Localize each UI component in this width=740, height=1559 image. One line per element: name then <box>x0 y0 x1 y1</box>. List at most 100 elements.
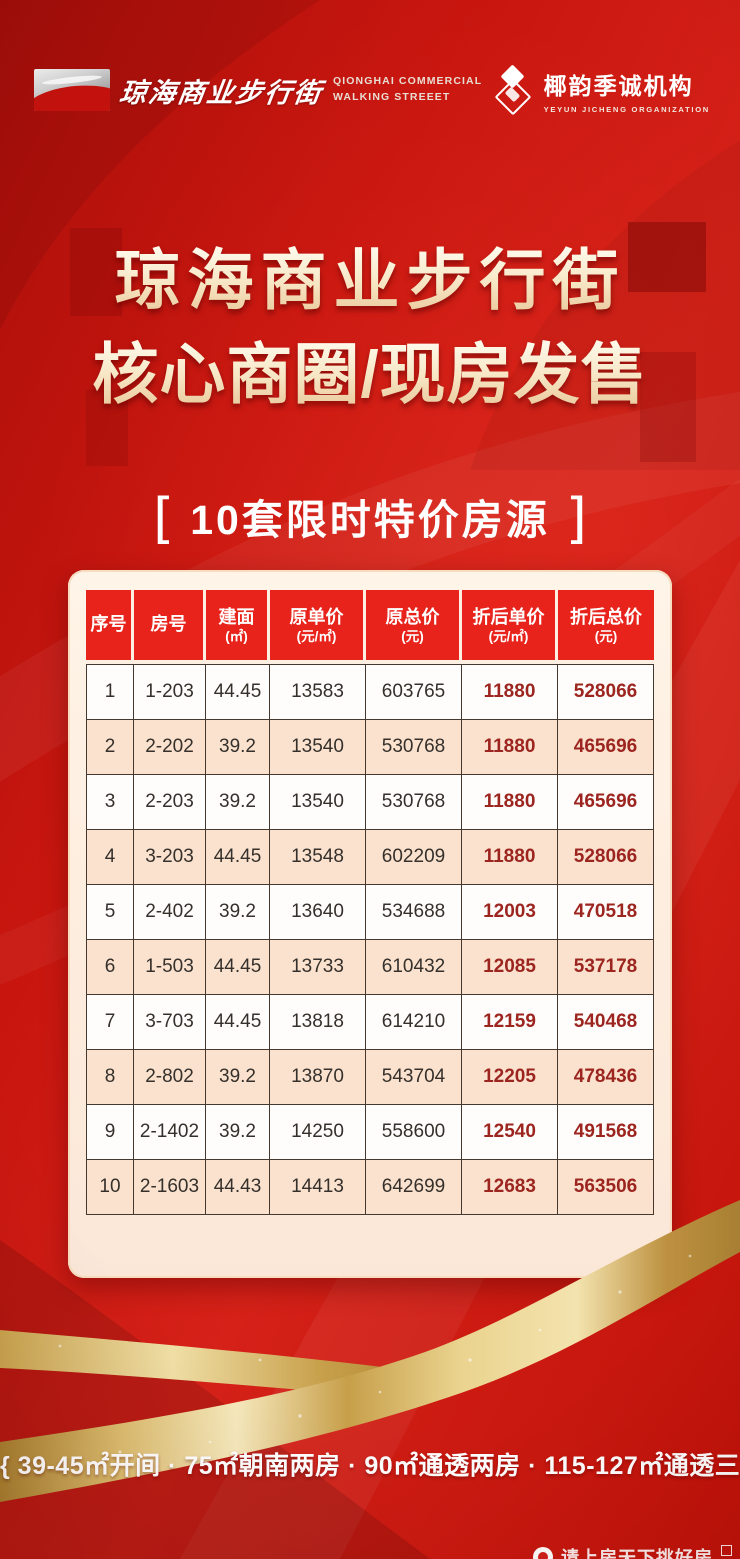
price-table-header: 序号 房号 建面 (㎡) 原单价 (元/㎡) 原总价 (元) 折后单价 (元/㎡) 折后… <box>86 590 654 664</box>
table-cell: 491568 <box>558 1105 654 1160</box>
table-cell: 13540 <box>270 775 366 830</box>
table-cell: 39.2 <box>206 720 270 775</box>
table-cell: 44.45 <box>206 830 270 885</box>
table-row: 7 3-703 44.45 13818 614210 12159 540468 <box>86 995 654 1050</box>
brand-left-name-en: QIONGHAI COMMERCIAL WALKING STREEET <box>333 75 483 103</box>
table-cell: 39.2 <box>206 1105 270 1160</box>
table-cell: 528066 <box>558 664 654 720</box>
table-cell: 4 <box>86 830 134 885</box>
table-cell: 2 <box>86 720 134 775</box>
price-card: 序号 房号 建面 (㎡) 原单价 (元/㎡) 原总价 (元) 折后单价 (元/㎡) 折后… <box>68 570 672 1278</box>
watermark-badge-icon <box>721 1544 732 1556</box>
table-cell: 3 <box>86 775 134 830</box>
brand-right-logo: 椰韵季诚机构 YEYUN JICHENG ORGANIZATION <box>493 64 710 116</box>
column-header: 原总价 (元) <box>366 590 462 664</box>
table-row: 8 2-802 39.2 13870 543704 12205 478436 <box>86 1050 654 1105</box>
table-cell: 528066 <box>558 830 654 885</box>
table-cell: 465696 <box>558 775 654 830</box>
table-cell: 530768 <box>366 775 462 830</box>
table-cell: 39.2 <box>206 1050 270 1105</box>
table-cell: 563506 <box>558 1160 654 1215</box>
table-cell: 7 <box>86 995 134 1050</box>
right-bracket: ] <box>565 487 587 550</box>
table-cell: 13870 <box>270 1050 366 1105</box>
price-table: 序号 房号 建面 (㎡) 原单价 (元/㎡) 原总价 (元) 折后单价 (元/㎡) 折后… <box>86 590 654 1215</box>
table-cell: 12205 <box>462 1050 558 1105</box>
price-table-body: 1 1-203 44.45 13583 603765 11880 528066 … <box>86 664 654 1215</box>
table-cell: 1-503 <box>134 940 206 995</box>
hero-title: 琼海商业步行街 核心商圈/现房发售 <box>0 234 740 421</box>
table-cell: 44.45 <box>206 664 270 720</box>
background-letter-block <box>640 352 696 462</box>
walking-street-logo-icon <box>34 69 110 111</box>
table-cell: 2-1402 <box>134 1105 206 1160</box>
table-cell: 603765 <box>366 664 462 720</box>
table-cell: 11880 <box>462 720 558 775</box>
table-cell: 537178 <box>558 940 654 995</box>
hero-title-line2: 核心商圈/现房发售 <box>0 328 740 422</box>
diamond-logo-icon <box>493 64 535 116</box>
left-bracket: [ <box>153 487 175 550</box>
table-cell: 12003 <box>462 885 558 940</box>
brand-right-name-cn: 椰韵季诚机构 <box>543 72 694 99</box>
table-cell: 14250 <box>270 1105 366 1160</box>
watermark-text: 请上房天下挑好房 <box>561 1548 713 1559</box>
table-cell: 8 <box>86 1050 134 1105</box>
table-cell: 602209 <box>366 830 462 885</box>
table-cell: 2-402 <box>134 885 206 940</box>
brand-right-name-en: YEYUN JICHENG ORGANIZATION <box>543 104 710 114</box>
watermark: 请上房天下挑好房 <box>533 1544 732 1559</box>
background-letter-block <box>86 390 128 466</box>
table-cell: 478436 <box>558 1050 654 1105</box>
table-cell: 44.45 <box>206 940 270 995</box>
subtitle-text: 10套限时特价房源 <box>190 497 550 543</box>
background-letter-block <box>70 228 122 316</box>
unit-features-text: { 39-45㎡开间 · 75㎡朝南两房 · 90㎡通透两房 · 115-127… <box>0 1452 740 1480</box>
table-cell: 543704 <box>366 1050 462 1105</box>
limited-offer-subtitle: [10套限时特价房源] <box>0 484 740 550</box>
table-cell: 2-1603 <box>134 1160 206 1215</box>
table-cell: 5 <box>86 885 134 940</box>
table-cell: 530768 <box>366 720 462 775</box>
table-cell: 39.2 <box>206 885 270 940</box>
table-row: 2 2-202 39.2 13540 530768 11880 465696 <box>86 720 654 775</box>
table-cell: 9 <box>86 1105 134 1160</box>
brand-left-name-cn: 琼海商业步行街 <box>117 77 325 108</box>
table-cell: 10 <box>86 1160 134 1215</box>
table-row: 9 2-1402 39.2 14250 558600 12540 491568 <box>86 1105 654 1160</box>
brand-right-text: 椰韵季诚机构 YEYUN JICHENG ORGANIZATION <box>544 67 710 114</box>
table-cell: 6 <box>86 940 134 995</box>
table-row: 4 3-203 44.45 13548 602209 11880 528066 <box>86 830 654 885</box>
table-cell: 2-802 <box>134 1050 206 1105</box>
watermark-app-icon <box>533 1547 553 1559</box>
table-cell: 13818 <box>270 995 366 1050</box>
table-row: 6 1-503 44.45 13733 610432 12085 537178 <box>86 940 654 995</box>
table-cell: 3-703 <box>134 995 206 1050</box>
table-cell: 13640 <box>270 885 366 940</box>
table-row: 5 2-402 39.2 13640 534688 12003 470518 <box>86 885 654 940</box>
table-cell: 1-203 <box>134 664 206 720</box>
table-row: 3 2-203 39.2 13540 530768 11880 465696 <box>86 775 654 830</box>
table-cell: 12085 <box>462 940 558 995</box>
table-row: 10 2-1603 44.43 14413 642699 12683 56350… <box>86 1160 654 1215</box>
hero-title-line1: 琼海商业步行街 <box>0 234 740 328</box>
table-cell: 558600 <box>366 1105 462 1160</box>
column-header: 折后单价 (元/㎡) <box>462 590 558 664</box>
table-cell: 3-203 <box>134 830 206 885</box>
table-cell: 44.45 <box>206 995 270 1050</box>
table-cell: 12159 <box>462 995 558 1050</box>
table-cell: 13583 <box>270 664 366 720</box>
table-cell: 14413 <box>270 1160 366 1215</box>
table-cell: 2-202 <box>134 720 206 775</box>
table-cell: 534688 <box>366 885 462 940</box>
table-cell: 642699 <box>366 1160 462 1215</box>
table-cell: 12683 <box>462 1160 558 1215</box>
table-cell: 11880 <box>462 664 558 720</box>
table-cell: 610432 <box>366 940 462 995</box>
table-cell: 465696 <box>558 720 654 775</box>
table-cell: 540468 <box>558 995 654 1050</box>
column-header: 建面 (㎡) <box>206 590 270 664</box>
column-header: 折后总价 (元) <box>558 590 654 664</box>
table-cell: 12540 <box>462 1105 558 1160</box>
table-cell: 470518 <box>558 885 654 940</box>
